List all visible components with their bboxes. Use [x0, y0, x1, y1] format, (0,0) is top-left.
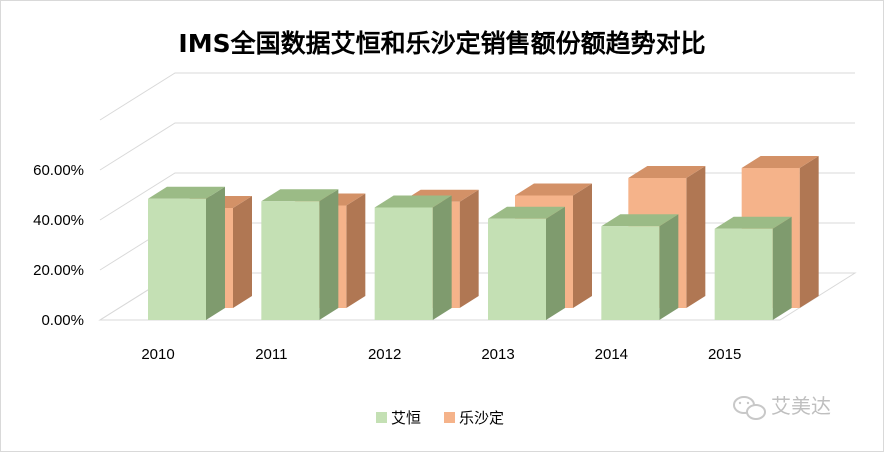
- bar-top: [148, 186, 225, 199]
- x-axis-ticks: 2010 2011 2012 2013 2014 2015: [141, 346, 741, 363]
- bar-side: [319, 189, 339, 320]
- y-tick-label: 0.00%: [41, 312, 84, 329]
- gridline: [99, 172, 855, 221]
- bar-top: [741, 156, 819, 168]
- bar-side: [432, 195, 452, 320]
- x-tick-label: 2012: [368, 346, 401, 363]
- bar-aiheng-2010: [148, 186, 225, 320]
- legend-label-leshading: 乐沙定: [459, 409, 504, 427]
- gridline: [99, 122, 855, 171]
- bar-side: [659, 214, 679, 320]
- bar-top: [628, 166, 706, 178]
- y-axis-ticks: 0.00% 20.00% 40.00% 60.00%: [33, 162, 84, 329]
- y-tick-label: 60.00%: [33, 162, 84, 179]
- x-tick-label: 2015: [708, 346, 741, 363]
- bar-side: [233, 196, 252, 308]
- bar-side: [686, 166, 706, 308]
- bar-face: [374, 207, 433, 320]
- bar-side: [799, 156, 819, 308]
- y-tick-label: 40.00%: [33, 212, 84, 229]
- x-tick-label: 2014: [595, 346, 628, 363]
- bar-side: [206, 186, 225, 320]
- bar-top: [601, 214, 679, 227]
- bar-top: [261, 189, 339, 202]
- wechat-icon: [733, 396, 766, 420]
- bar-aiheng-2013: [488, 206, 565, 320]
- bar-side: [346, 193, 366, 308]
- x-tick-label: 2010: [141, 346, 174, 363]
- legend-label-aiheng: 艾恒: [391, 409, 421, 427]
- bar-side: [546, 206, 565, 320]
- legend-swatch-leshading: [444, 412, 455, 423]
- bar-face: [148, 198, 206, 320]
- bar-face: [714, 228, 773, 320]
- gridline: [99, 72, 855, 121]
- x-tick-label: 2013: [481, 346, 514, 363]
- legend-swatch-aiheng: [376, 412, 387, 423]
- bars: [148, 156, 819, 320]
- bar-top: [488, 206, 565, 219]
- bar-side: [459, 189, 479, 308]
- bar-aiheng-2014: [601, 214, 679, 320]
- bar-side: [573, 183, 592, 308]
- bar-face: [488, 218, 546, 320]
- bar-side: [772, 216, 792, 320]
- watermark-text: 艾美达: [771, 394, 831, 418]
- watermark: 艾美达: [733, 394, 831, 420]
- bar-top: [374, 195, 452, 208]
- bar-aiheng-2012: [374, 195, 452, 320]
- x-tick-label: 2011: [255, 346, 287, 363]
- legend: 艾恒 乐沙定: [376, 409, 504, 427]
- bar-aiheng-2011: [261, 189, 339, 320]
- chart-title: IMS全国数据艾恒和乐沙定销售额份额趋势对比: [178, 29, 705, 58]
- bar-aiheng-2015: [714, 216, 792, 320]
- bar-top: [515, 183, 592, 196]
- bar-face: [261, 201, 320, 320]
- bar-face: [601, 226, 660, 320]
- y-tick-label: 20.00%: [33, 262, 84, 279]
- bar-top: [714, 216, 792, 229]
